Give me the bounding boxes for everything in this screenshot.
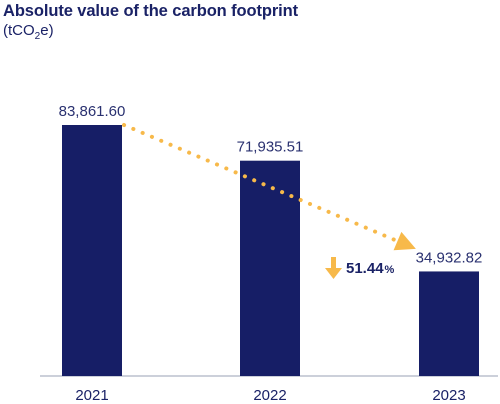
value-label-2022: 71,935.51 [237, 139, 304, 156]
bars-group [62, 125, 479, 376]
chart-title: Absolute value of the carbon footprint [3, 2, 299, 20]
reduction-unit: % [385, 264, 395, 276]
down-arrow-icon [325, 268, 342, 279]
trend-group [122, 123, 416, 251]
unit-prefix: (tCO [3, 22, 35, 39]
bar-2021 [62, 125, 122, 376]
value-label-2023: 34,932.82 [416, 249, 483, 266]
trend-arrowhead [393, 231, 416, 251]
bar-2023 [419, 271, 479, 376]
value-label-2021: 83,861.60 [59, 103, 126, 120]
reduction-percentage: 51.44% [346, 260, 395, 277]
x-tick-2023: 2023 [432, 387, 465, 404]
annotation-group: 51.44% [325, 257, 395, 279]
chart-unit: (tCO2e) [3, 22, 54, 42]
reduction-value: 51.44 [346, 260, 384, 277]
unit-subscript: 2 [34, 31, 41, 42]
x-tick-2021: 2021 [75, 387, 108, 404]
x-tick-2022: 2022 [253, 387, 286, 404]
labels-group: 83,861.60 2021 71,935.51 2022 34,932.82 2023 [59, 103, 483, 404]
down-arrow-shaft [331, 257, 336, 269]
unit-suffix: e) [40, 22, 54, 39]
trend-dotted-line [122, 123, 405, 246]
bar-2022 [240, 160, 300, 376]
